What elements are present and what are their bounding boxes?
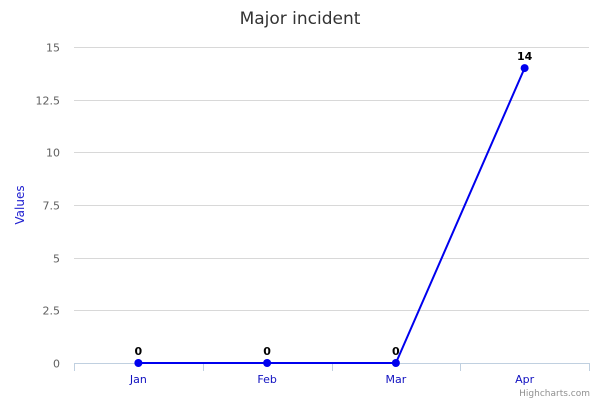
data-point[interactable] <box>520 64 529 73</box>
y-tick-label: 12.5 <box>36 95 61 108</box>
data-point[interactable] <box>134 359 143 367</box>
data-point[interactable] <box>263 359 272 367</box>
series-line-path <box>137 67 526 364</box>
x-tick-label: Feb <box>257 373 276 386</box>
data-label: 0 <box>392 345 400 358</box>
x-tick-label: Mar <box>385 373 406 386</box>
chart-title: Major incident <box>240 9 361 29</box>
data-label: 0 <box>135 345 143 358</box>
y-axis-label: Values <box>13 185 27 224</box>
data-labels: 0 0 0 14 <box>135 50 533 358</box>
credits-link[interactable]: Highcharts.com <box>519 389 590 399</box>
x-tick-label: Apr <box>515 373 535 386</box>
y-tick-label: 10 <box>46 147 60 160</box>
data-label: 14 <box>517 50 533 63</box>
y-tick-label: 15 <box>46 42 60 55</box>
y-tick-label: 7.5 <box>43 200 61 213</box>
y-tick-label: 2.5 <box>43 305 61 318</box>
data-point[interactable] <box>391 359 400 367</box>
y-tick-label: 0 <box>53 358 60 371</box>
x-tick-label: Jan <box>129 373 147 386</box>
data-label: 0 <box>263 345 271 358</box>
y-tick-label: 5 <box>53 253 60 266</box>
series-points[interactable] <box>134 64 529 367</box>
y-axis-ticks: 0 2.5 5 7.5 10 12.5 15 <box>36 42 61 371</box>
series-line <box>137 67 526 364</box>
grid-lines <box>74 47 589 364</box>
